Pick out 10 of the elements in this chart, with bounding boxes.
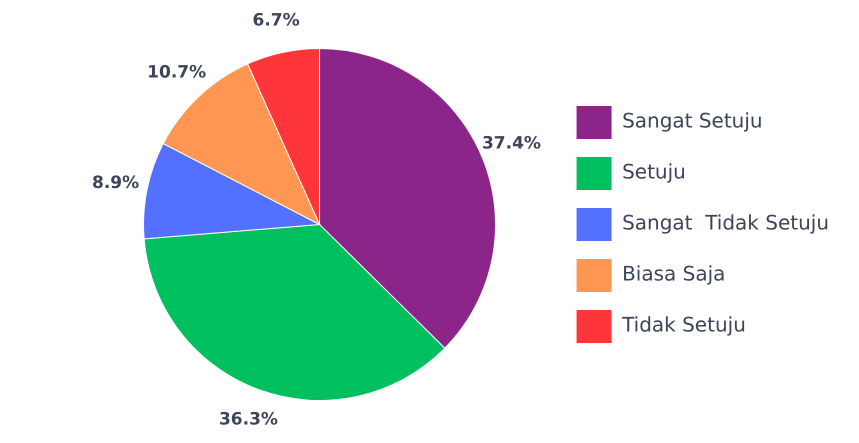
legend-label: Tidak Setuju: [621, 312, 746, 337]
data-label: 36.3%: [218, 409, 278, 430]
legend-label: Setuju: [622, 160, 686, 184]
data-label: 6.7%: [252, 10, 300, 31]
legend-label: Biasa Saja: [622, 262, 726, 286]
data-label: 8.9%: [92, 173, 140, 194]
data-label: 10.7%: [147, 62, 206, 83]
legend-label: Sangat Tidak Setuju: [622, 210, 830, 235]
data-label: 37.4%: [482, 134, 541, 154]
legend-label: Sangat Setuju: [622, 108, 763, 133]
